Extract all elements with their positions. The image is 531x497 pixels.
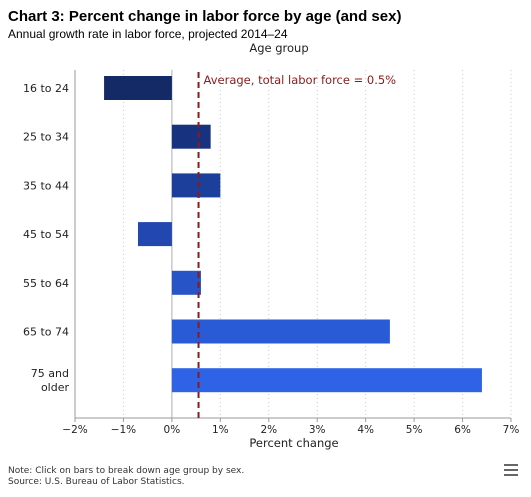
- bar-45-to-54[interactable]: [137, 222, 172, 247]
- x-tick-label: −1%: [111, 424, 136, 436]
- hamburger-menu-icon[interactable]: [504, 462, 518, 476]
- x-tick-label: 2%: [260, 424, 277, 436]
- x-tick-label: 1%: [212, 424, 229, 436]
- chart-title: Chart 3: Percent change in labor force b…: [8, 8, 402, 25]
- bar-25-to-34[interactable]: [171, 124, 211, 149]
- category-label: 35 to 44: [23, 179, 69, 192]
- x-tick-label: 6%: [454, 424, 471, 436]
- category-label: 25 to 34: [23, 131, 69, 144]
- chart-source: Source: U.S. Bureau of Labor Statistics.: [8, 477, 185, 487]
- category-label: 55 to 64: [23, 277, 69, 290]
- bar-35-to-44[interactable]: [171, 173, 221, 198]
- category-label: 45 to 54: [23, 228, 69, 241]
- chart-subtitle: Annual growth rate in labor force, proje…: [8, 27, 288, 41]
- x-tick-label: 7%: [503, 424, 520, 436]
- category-label: 16 to 24: [23, 82, 69, 95]
- bar-16-to-24[interactable]: [104, 76, 172, 100]
- x-tick-label: 5%: [406, 424, 423, 436]
- category-label: 65 to 74: [23, 326, 69, 339]
- x-tick-label: 3%: [309, 424, 326, 436]
- x-tick-label: 4%: [357, 424, 374, 436]
- bar-65-to-74[interactable]: [171, 319, 390, 344]
- chart-note: Note: Click on bars to break down age gr…: [8, 466, 245, 476]
- x-axis-title: Percent change: [249, 436, 338, 450]
- x-tick-label: −2%: [62, 424, 87, 436]
- x-tick-label: 0%: [164, 424, 181, 436]
- bar-55-to-64[interactable]: [171, 270, 201, 295]
- bar-75-and-older[interactable]: [171, 368, 482, 393]
- average-reference-label: Average, total labor force = 0.5%: [204, 73, 397, 87]
- category-label: 75 and older: [31, 367, 70, 394]
- y-axis-title: Age group: [249, 41, 308, 55]
